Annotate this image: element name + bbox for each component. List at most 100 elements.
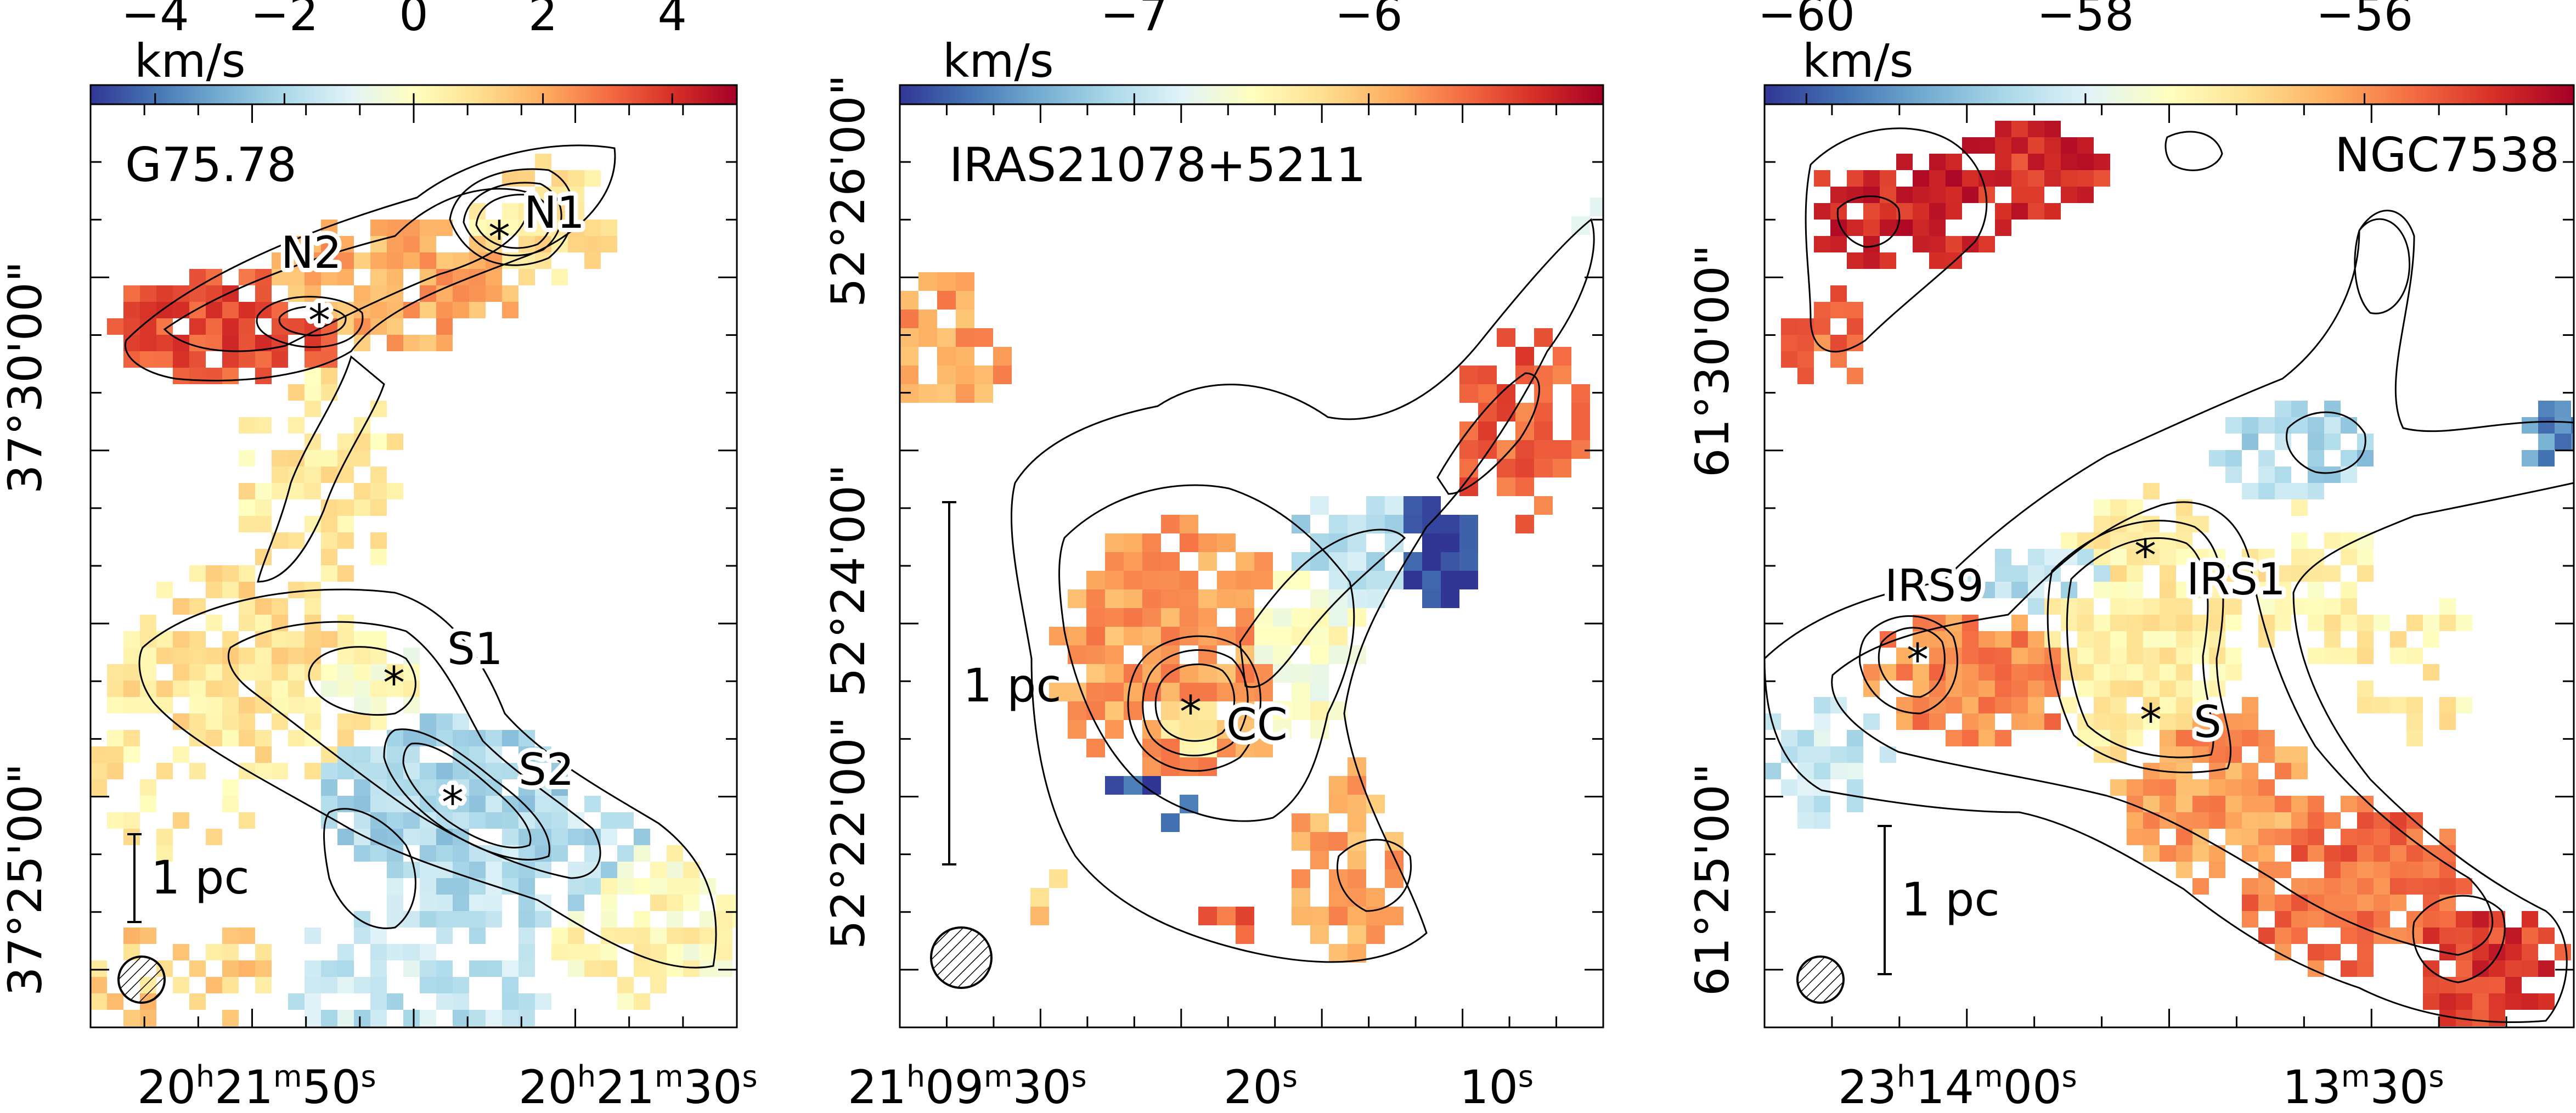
velocity-pixel [2374,895,2390,911]
velocity-pixel [2176,730,2192,746]
velocity-pixel [2225,664,2242,681]
velocity-pixel [2357,845,2374,862]
colorbar-tick-label: −56 [2316,0,2413,41]
velocity-pixel [2127,549,2143,565]
velocity-pixel [288,631,305,648]
velocity-pixel [1995,170,2011,187]
velocity-pixel [354,450,370,466]
velocity-pixel [1553,347,1571,366]
velocity-pixel [502,302,518,318]
velocity-pixel [453,285,469,302]
velocity-pixel [337,516,354,532]
velocity-pixel [2110,730,2127,746]
contour-n1-1 [449,168,574,266]
velocity-pixel [2143,598,2160,615]
velocity-pixel [2472,944,2489,960]
velocity-pixel [206,302,222,318]
velocity-pixel [2011,582,2028,598]
velocity-pixel [2258,466,2275,483]
velocity-pixel [107,318,123,335]
velocity-pixel [2522,450,2538,466]
velocity-pixel [469,302,486,318]
beam [117,955,166,1004]
velocity-pixel [584,170,601,187]
velocity-pixel [2110,779,2127,796]
velocity-pixel [1962,565,1978,582]
velocity-pixel [551,269,568,285]
velocity-pixel [601,878,617,895]
velocity-pixel [1995,582,2011,598]
velocity-pixel [288,384,305,401]
velocity-pixel [1366,589,1385,608]
velocity-pixel [2225,796,2242,812]
velocity-pixel [387,236,403,252]
velocity-pixel [1049,683,1068,701]
velocity-pixel [140,351,156,368]
velocity-pixel [2308,812,2324,829]
velocity-pixel [2077,615,2094,631]
velocity-pixel [173,368,189,384]
velocity-pixel [2176,845,2192,862]
velocity-pixel [2176,648,2192,664]
velocity-pixel [993,347,1012,366]
velocity-pixel [453,730,469,746]
velocity-pixel [436,1026,453,1027]
velocity-pixel [1995,730,2011,746]
velocity-pixel [1403,552,1422,571]
velocity-pixel [1086,664,1105,683]
velocity-pixel [2143,779,2160,796]
velocity-pixel [354,779,370,796]
velocity-pixel [1814,203,1830,220]
velocity-pixel [1962,137,1978,154]
velocity-pixels [1765,121,2574,1026]
ra-tick-1: 21h09m30s [848,1059,1087,1113]
velocity-pixel [1978,582,1995,598]
velocity-pixel [568,895,584,911]
velocity-pixel [189,302,206,318]
velocity-pixel [518,746,535,763]
velocity-pixel [2242,730,2258,746]
velocity-pixel [1797,779,1814,796]
frame-ticks [91,104,737,1027]
velocity-pixel [551,928,568,944]
velocity-pixel [667,911,683,928]
velocity-pixel [1978,137,1995,154]
colorbar-tick-label: −4 [121,0,189,41]
velocity-pixel [140,779,156,796]
colorbar-tick-label: −6 [1335,0,1403,41]
velocity-pixel [2094,713,2110,730]
velocity-pixel [1515,515,1534,533]
velocity-pixel [2011,187,2028,203]
velocity-pixel [2291,763,2308,779]
velocity-pixel [222,368,239,384]
velocity-pixel [2324,598,2341,615]
velocity-pixel [123,302,140,318]
velocity-pixel [387,335,403,351]
velocity-pixel [1863,236,1880,252]
velocity-pixel [2242,796,2258,812]
contour-s2-2 [402,743,532,848]
velocity-pixel [1142,664,1161,683]
velocity-pixel [2160,779,2176,796]
velocity-pixel [1814,697,1830,713]
velocity-pixel [2160,598,2176,615]
velocity-pixel [1497,440,1515,459]
velocity-pixel [337,648,354,664]
velocity-pixel [2225,565,2242,582]
velocity-pixel [1896,664,1913,681]
velocity-pixel [2357,829,2374,845]
velocity-pixel [518,895,535,911]
velocity-pixel [1329,944,1348,963]
velocity-pixel [2094,154,2110,170]
velocity-pixel [2176,681,2192,697]
velocity-pixel [2324,631,2341,648]
velocity-pixel [551,812,568,829]
velocity-pixel [387,434,403,450]
velocity-pixel [370,631,387,648]
velocity-pixel [1180,571,1198,589]
velocity-pixel [354,434,370,450]
velocity-pixel [2143,532,2160,549]
velocity-pixel [1254,739,1273,757]
velocity-pixel [1124,533,1142,552]
velocity-pixel [700,928,716,944]
